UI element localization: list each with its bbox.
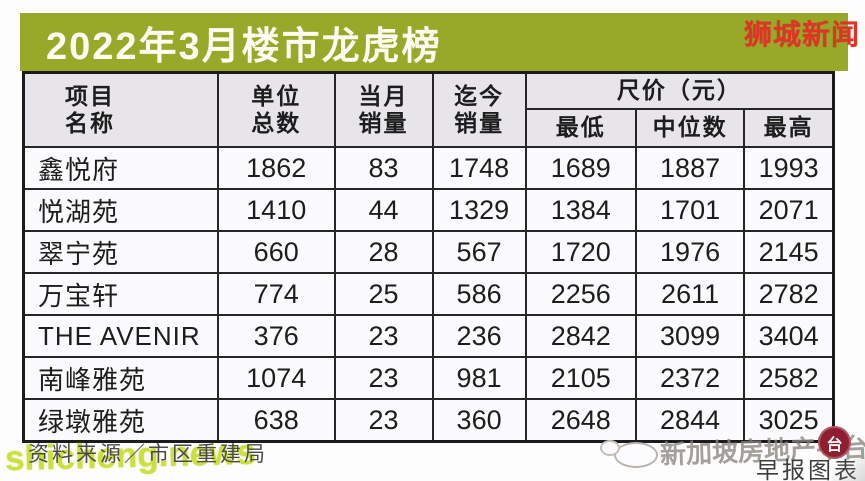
price-low: 2105 [524,356,637,400]
monthly-sales: 25 [333,272,434,316]
sales-to-date: 1329 [431,188,527,232]
price-low: 1689 [524,146,637,190]
table-row: 绿墩雅苑 638 23 360 2648 2844 3025 [22,398,835,443]
sales-table-grid: 项目 名称 单位 总数 当月 销量 迄今 销量 尺价（元） [22,71,835,443]
project-name: 万宝轩 [22,272,219,316]
header-price-median: 中位数 [634,108,746,148]
table-row: 鑫悦府 1862 83 1748 1689 1887 1993 [22,146,835,190]
price-high: 1993 [743,146,835,190]
sales-to-date: 360 [431,398,527,443]
sales-to-date: 981 [431,356,527,400]
data-source-label: 资料来源／市区重建局 [28,443,268,466]
chart-credit-label: 早报图表 [756,457,860,481]
header-total-units: 单位 总数 [216,71,336,148]
table-row: 南峰雅苑 1074 23 981 2105 2372 2582 [22,356,835,400]
price-median: 1887 [634,146,746,190]
total-units: 774 [216,272,336,316]
monthly-sales: 23 [333,314,434,358]
table-row: 万宝轩 774 25 586 2256 2611 2782 [22,272,835,316]
total-units: 1862 [216,146,336,190]
price-median: 1976 [634,230,746,274]
total-units: 660 [216,230,336,274]
total-units: 1074 [216,356,336,400]
price-high: 2071 [743,188,835,232]
project-name: THE AVENIR [22,314,219,358]
price-high: 2582 [743,356,835,400]
red-seal-stamp-icon: 台 [818,426,851,459]
price-median: 2844 [634,398,746,443]
sales-to-date: 567 [431,230,527,274]
price-low: 1384 [524,188,637,232]
header-project-name: 项目 名称 [22,71,219,148]
header-price-low: 最低 [524,108,637,148]
total-units: 638 [216,398,336,443]
sales-to-date: 1748 [431,146,527,190]
monthly-sales: 23 [333,356,434,400]
price-low: 2648 [524,398,637,443]
price-median: 2372 [634,356,746,400]
total-units: 1410 [216,188,336,232]
price-median: 1701 [634,188,746,232]
monthly-sales: 83 [333,146,434,190]
table-row: 翠宁苑 660 28 567 1720 1976 2145 [22,230,835,274]
project-name: 悦湖苑 [22,188,219,232]
table-row: 悦湖苑 1410 44 1329 1384 1701 2071 [22,188,835,232]
table-row: THE AVENIR 376 23 236 2842 3099 3404 [22,314,835,358]
header-monthly-sales: 当月 销量 [333,71,434,148]
price-high: 3404 [743,314,835,358]
project-name: 绿墩雅苑 [22,398,219,443]
price-low: 2842 [524,314,637,358]
sales-to-date: 586 [431,272,527,316]
price-high: 2782 [743,272,835,316]
sales-table: 项目 名称 单位 总数 当月 销量 迄今 销量 尺价（元） [22,71,835,443]
monthly-sales: 23 [333,398,434,443]
header-sales-to-date: 迄今 销量 [431,71,527,148]
price-median: 2611 [634,272,746,316]
title-banner: 2022年3月楼市龙虎榜 [20,13,848,71]
project-name: 鑫悦府 [22,146,219,190]
mascot-doodle-icon [600,440,658,468]
total-units: 376 [216,314,336,358]
header-price-high: 最高 [743,108,835,148]
price-low: 1720 [524,230,637,274]
corner-shade [831,435,865,481]
project-name: 翠宁苑 [22,230,219,274]
page-title: 2022年3月楼市龙虎榜 [46,25,442,68]
monthly-sales: 28 [333,230,434,274]
project-name: 南峰雅苑 [22,356,219,400]
site-brand-label: 狮城新闻 [744,19,861,50]
header-psf-price-group: 尺价（元） [524,71,835,110]
price-low: 2256 [524,272,637,316]
monthly-sales: 44 [333,188,434,232]
sales-to-date: 236 [431,314,527,358]
price-high: 2145 [743,230,835,274]
price-median: 3099 [634,314,746,358]
